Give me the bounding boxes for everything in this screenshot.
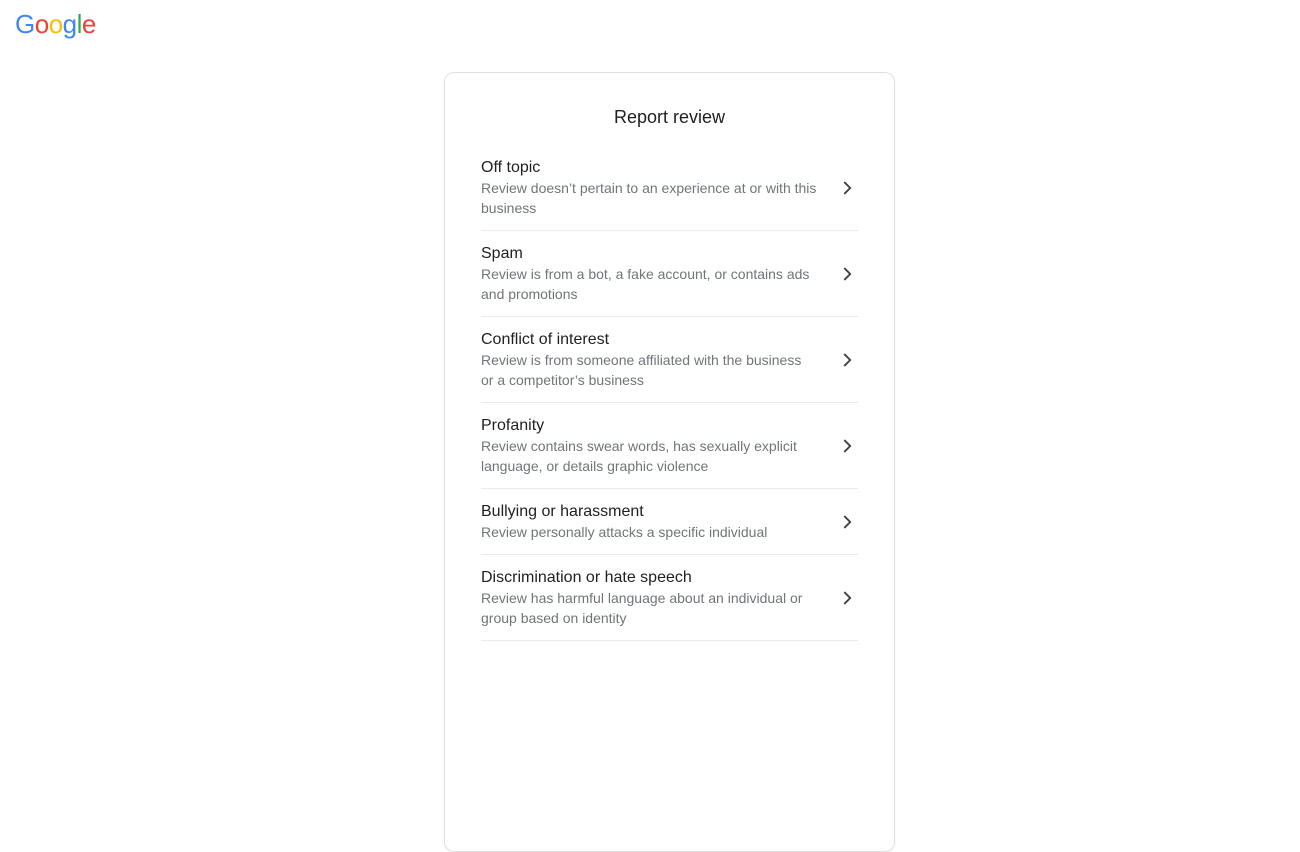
- logo-letter: g: [62, 9, 77, 39]
- reason-item-discrimination-or-hate-speech[interactable]: Discrimination or hate speech Review has…: [481, 555, 858, 641]
- chevron-right-icon: [836, 349, 858, 371]
- reason-text: Bullying or harassment Review personally…: [481, 501, 767, 542]
- dialog-title: Report review: [613, 107, 726, 127]
- reason-description: Review doesn’t pertain to an experience …: [481, 180, 817, 216]
- chevron-right-icon: [836, 511, 858, 533]
- logo-letter: o: [34, 9, 49, 39]
- reason-text: Profanity Review contains swear words, h…: [481, 415, 817, 476]
- reason-description: Review personally attacks a specific ind…: [481, 524, 768, 540]
- reason-description: Review is from someone affiliated with t…: [481, 352, 802, 388]
- reason-text: Off topic Review doesn’t pertain to an e…: [481, 157, 817, 218]
- reason-item-bullying-or-harassment[interactable]: Bullying or harassment Review personally…: [481, 489, 858, 555]
- reason-label: Conflict of interest: [481, 331, 610, 348]
- reason-item-profanity[interactable]: Profanity Review contains swear words, h…: [481, 403, 858, 489]
- report-review-dialog: Report review Off topic Review doesn’t p…: [444, 72, 895, 852]
- reason-description: Review has harmful language about an ind…: [481, 590, 803, 626]
- reason-description: Review contains swear words, has sexuall…: [481, 438, 797, 474]
- reason-item-off-topic[interactable]: Off topic Review doesn’t pertain to an e…: [481, 145, 858, 231]
- logo-letter: G: [15, 9, 35, 39]
- chevron-right-icon: [836, 587, 858, 609]
- logo-letter: l: [76, 9, 83, 39]
- reason-label: Spam: [481, 245, 523, 262]
- reason-text: Spam Review is from a bot, a fake accoun…: [481, 243, 817, 304]
- reason-text: Discrimination or hate speech Review has…: [481, 567, 817, 628]
- chevron-right-icon: [836, 263, 858, 285]
- logo-letter: e: [81, 9, 96, 39]
- chevron-right-icon: [836, 177, 858, 199]
- reason-item-conflict-of-interest[interactable]: Conflict of interest Review is from some…: [481, 317, 858, 403]
- reason-description: Review is from a bot, a fake account, or…: [481, 266, 810, 302]
- reason-label: Profanity: [481, 417, 545, 434]
- reason-item-spam[interactable]: Spam Review is from a bot, a fake accoun…: [481, 231, 858, 317]
- chevron-right-icon: [836, 435, 858, 457]
- reason-label: Bullying or harassment: [481, 503, 644, 520]
- google-logo[interactable]: Google: [15, 9, 96, 40]
- reason-text: Conflict of interest Review is from some…: [481, 329, 817, 390]
- report-reason-list: Off topic Review doesn’t pertain to an e…: [481, 145, 858, 641]
- reason-label: Discrimination or hate speech: [481, 569, 692, 586]
- reason-label: Off topic: [481, 159, 541, 176]
- logo-letter: o: [48, 9, 63, 39]
